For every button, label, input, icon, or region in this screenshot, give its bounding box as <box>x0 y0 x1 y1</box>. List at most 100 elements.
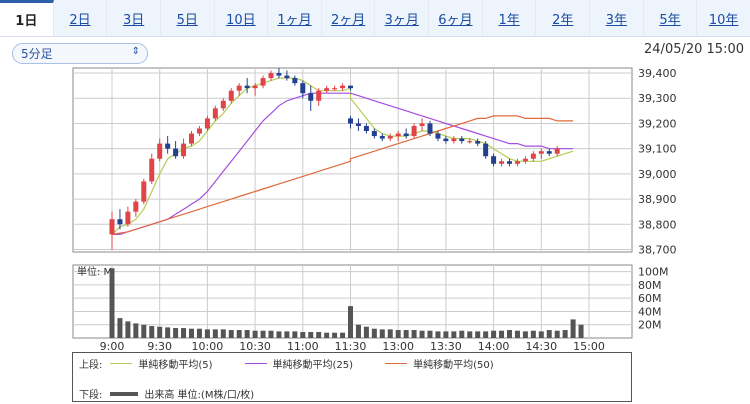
volume-bar <box>308 332 314 338</box>
candle-body <box>522 158 528 162</box>
volume-bar <box>181 328 187 338</box>
candle-body <box>451 138 457 142</box>
volume-bar <box>324 332 330 338</box>
legend-upper-row: 上段: 単純移動平均(5) 単純移動平均(25) 単純移動平均(50) <box>79 356 518 371</box>
candle-body <box>348 85 353 89</box>
candle-body <box>189 133 194 144</box>
price-tick-label: 38,800 <box>638 218 677 231</box>
tab-1[interactable]: 2日 <box>54 0 108 36</box>
candle-body <box>141 181 147 202</box>
volume-bar <box>236 330 242 338</box>
volume-bar <box>204 329 210 338</box>
candle-body <box>133 201 139 212</box>
volume-bar <box>427 330 433 338</box>
series-line-ma25 <box>112 92 574 235</box>
candle-body <box>109 219 115 235</box>
candle-body <box>427 123 433 134</box>
volume-bar <box>562 330 568 338</box>
volume-tick-label: 20M <box>638 319 662 332</box>
candle-body <box>499 161 505 164</box>
volume-bar <box>363 326 369 338</box>
volume-bar <box>276 331 282 338</box>
volume-bar <box>355 324 361 338</box>
volume-bar <box>435 331 441 338</box>
candle-body <box>459 138 465 142</box>
volume-bar <box>196 328 202 338</box>
candle-body <box>308 93 314 101</box>
candle-body <box>403 133 409 137</box>
volume-bar <box>109 268 115 338</box>
candle-body <box>220 100 226 109</box>
tab-3[interactable]: 5日 <box>161 0 215 36</box>
candle-body <box>117 219 123 225</box>
candle-body <box>483 143 489 157</box>
legend-text-ma25: 単純移動平均(25) <box>272 360 354 371</box>
tab-9[interactable]: 1年 <box>483 0 537 36</box>
tab-8[interactable]: 6ヶ月 <box>429 0 483 36</box>
chart-legend: 上段: 単純移動平均(5) 単純移動平均(25) 単純移動平均(50) 下段: … <box>72 352 632 402</box>
tab-10[interactable]: 2年 <box>536 0 591 36</box>
volume-bar <box>340 332 346 338</box>
volume-bar <box>252 330 258 338</box>
candle-body <box>355 123 361 126</box>
volume-bar <box>546 330 552 338</box>
volume-bar <box>371 328 377 338</box>
time-tick-label: 14:30 <box>525 340 557 352</box>
volume-bar <box>228 330 234 338</box>
volume-tick-label: 80M <box>638 279 662 292</box>
volume-bar <box>522 331 528 338</box>
volume-bar <box>491 330 497 338</box>
candle-body <box>149 158 155 182</box>
volume-bar <box>149 326 155 338</box>
volume-tick-label: 60M <box>638 292 662 305</box>
tab-12[interactable]: 5年 <box>644 0 698 36</box>
candle-body <box>554 148 560 154</box>
volume-bar <box>499 330 505 338</box>
volume-bar <box>578 324 584 338</box>
volume-bar <box>467 331 473 338</box>
candle-body <box>538 151 544 154</box>
tab-6[interactable]: 2ヶ月 <box>322 0 376 36</box>
candle-body <box>507 161 512 164</box>
tab-2[interactable]: 3日 <box>107 0 161 36</box>
price-tick-label: 39,300 <box>638 92 677 105</box>
candle-body <box>276 73 282 76</box>
volume-bar <box>332 332 338 338</box>
price-tick-label: 39,000 <box>638 168 677 181</box>
volume-bar <box>538 331 544 338</box>
legend-swatch-ma5 <box>110 363 133 364</box>
tab-5[interactable]: 1ヶ月 <box>268 0 322 36</box>
legend-text-ma5: 単純移動平均(5) <box>138 360 213 371</box>
series-line-ma50 <box>111 115 574 235</box>
volume-bar <box>379 329 385 338</box>
candle-body <box>514 161 520 164</box>
tab-13[interactable]: 10年 <box>708 12 739 28</box>
volume-bar <box>316 332 322 338</box>
time-tick-label: 9:00 <box>100 340 125 352</box>
volume-bar <box>475 331 481 338</box>
volume-bar <box>300 332 306 338</box>
volume-bar <box>514 330 520 338</box>
tab-7[interactable]: 3ヶ月 <box>375 0 430 36</box>
candle-body <box>316 90 322 101</box>
volume-bar <box>395 330 401 338</box>
volume-bar <box>292 331 298 338</box>
candle-body <box>371 131 377 137</box>
candle-body <box>324 88 330 91</box>
candle-body <box>467 141 473 143</box>
candle-body <box>236 85 242 91</box>
volume-bar <box>125 321 131 338</box>
candle-body <box>181 143 187 157</box>
legend-upper-label: 上段: <box>79 360 103 371</box>
legend-item-ma25: 単純移動平均(25) <box>237 356 354 371</box>
volume-bar <box>387 329 393 338</box>
tab-11[interactable]: 3年 <box>590 0 644 36</box>
tab-0[interactable]: 1日 <box>0 0 54 36</box>
candle-body <box>165 143 171 149</box>
tab-4[interactable]: 10日 <box>215 0 269 36</box>
candle-body <box>332 88 338 90</box>
interval-select[interactable]: 5分足 ⇕ <box>12 43 148 64</box>
volume-bar <box>411 330 417 338</box>
candle-body <box>387 136 393 139</box>
candle-body <box>204 118 210 129</box>
